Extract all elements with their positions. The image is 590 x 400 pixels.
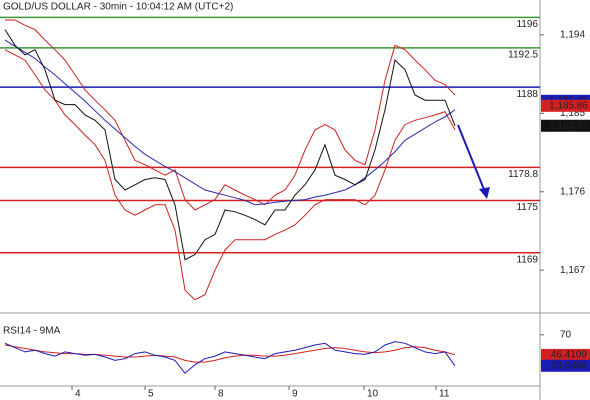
series-line (4, 49, 456, 301)
level-label: 1188 (516, 89, 538, 100)
x-tick-label: 4 (75, 389, 81, 400)
value-tag-label: 33.6968 (551, 360, 588, 371)
y-tick-label: 1,176 (560, 186, 585, 197)
price-tag-label: 1,185.86 (549, 100, 588, 111)
price-tag (541, 119, 590, 132)
level-label: 1196 (516, 19, 538, 30)
chart-title: GOLD/US DOLLAR - 30min - 10:04:12 AM (UT… (3, 2, 233, 13)
y-tick-label: 1,194 (560, 30, 585, 41)
x-tick-label: 5 (148, 389, 154, 400)
level-label: 1192.5 (508, 50, 538, 61)
x-tick-label: 11 (439, 389, 450, 400)
value-tag-label: 46.4109 (551, 350, 588, 361)
price-tag-label: 1,183.57 (549, 120, 588, 131)
series-line (4, 39, 456, 206)
series-line (4, 341, 456, 374)
panel-title: RSI14 - 9MA (3, 326, 61, 337)
level-label: 1175 (516, 202, 538, 213)
forecast-arrow (457, 124, 486, 193)
series-line (5, 19, 456, 211)
level-label: 1178.8 (508, 169, 538, 180)
price-tag (541, 99, 590, 112)
x-tick-label: 10 (367, 389, 379, 400)
series-line (4, 29, 456, 261)
arrow-head (479, 187, 490, 199)
value-tag (541, 359, 590, 372)
rsi-panel: 70 (4, 329, 572, 374)
y-tick-label: 1,167 (560, 265, 585, 276)
y-tick-label: 70 (560, 329, 572, 340)
value-tag (541, 348, 590, 361)
x-tick-label: 8 (218, 389, 224, 400)
y-tick-label: 1,185 (560, 108, 585, 119)
level-label: 1169 (516, 254, 538, 265)
price-panel: 1,167 1,176 1,185 1,194 1196 1192.5 1188 1178.8… (0, 16, 585, 301)
x-tick-label: 9 (292, 389, 298, 400)
